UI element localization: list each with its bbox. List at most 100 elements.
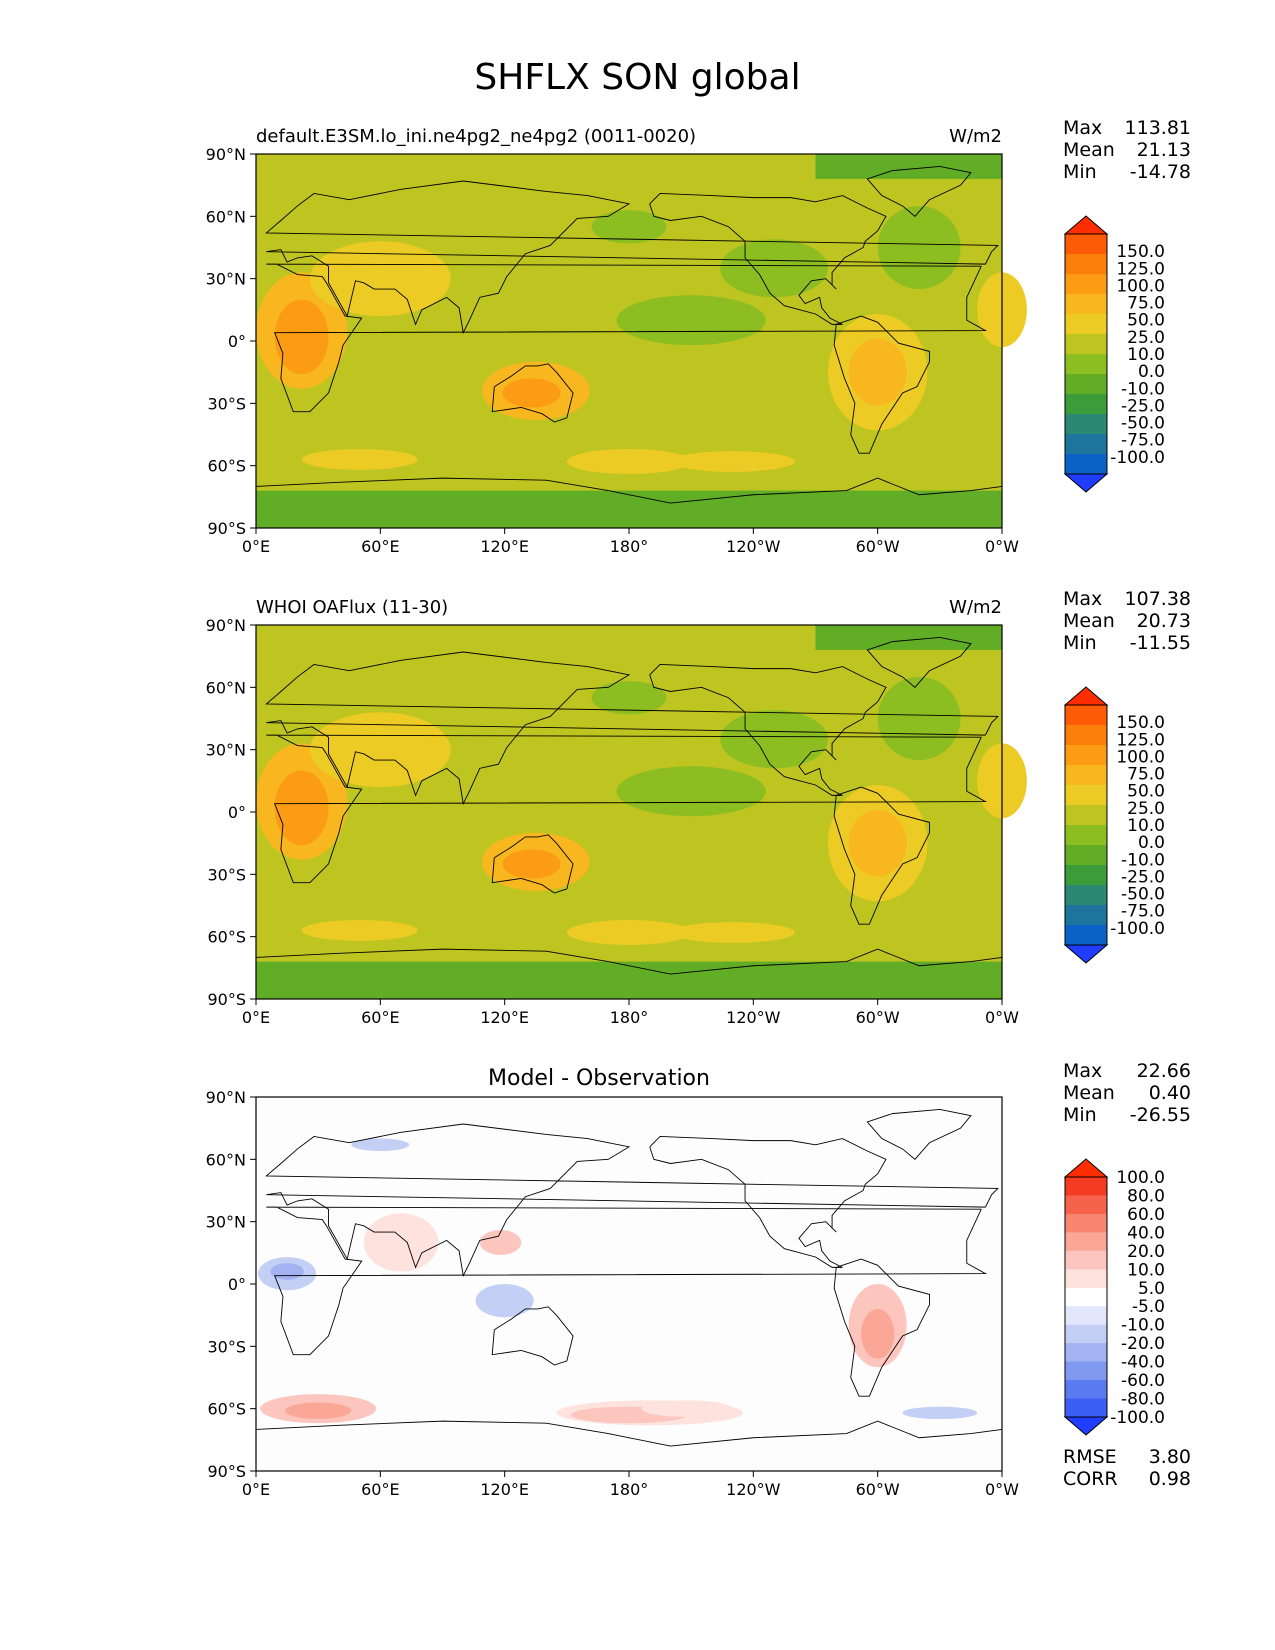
colorbar-band [1065, 1195, 1107, 1215]
colorbar-frame [1064, 704, 1108, 946]
field-patch [274, 770, 329, 846]
colorbar-tick-label: -75.0 [1121, 431, 1165, 451]
colorbar-tick-label: 75.0 [1127, 294, 1165, 314]
lon-tick-label: 180° [610, 537, 649, 556]
colorbar-band [1065, 1361, 1107, 1381]
stat-label-min: Min [1063, 161, 1097, 183]
field-patch [720, 710, 828, 769]
panel-title: default.E3SM.lo_ini.ne4pg2_ne4pg2 (0011-… [256, 126, 696, 147]
field-patch [861, 1308, 895, 1359]
field-patch [274, 299, 329, 375]
colorbar-band [1065, 1324, 1107, 1344]
colorbar-tick-label: 150.0 [1116, 713, 1165, 733]
colorbar-extend-top [1063, 686, 1109, 706]
colorbar-band [1065, 825, 1107, 846]
colorbar-band [1065, 745, 1107, 766]
colorbar-tick-label: 50.0 [1127, 311, 1165, 331]
panel-units: W/m2 [949, 597, 1002, 618]
coastline [649, 1136, 887, 1268]
colorbar-extend-top [1063, 215, 1109, 235]
lat-tick-label: 60°S [207, 1400, 246, 1419]
stat-label-max: Max [1063, 588, 1102, 610]
coastline [866, 637, 972, 688]
lat-tick-label: 60°S [207, 928, 246, 947]
colorbar-band [1065, 454, 1107, 475]
colorbar-tick-label: 25.0 [1127, 328, 1165, 348]
stat-value-min: -11.55 [1130, 632, 1191, 654]
lon-tick-label: 60°E [361, 1008, 399, 1027]
polar-band-north [815, 625, 1002, 650]
colorbar-band [1065, 865, 1107, 886]
stat-value-max: 107.38 [1125, 588, 1191, 610]
colorbar-tick-label: 25.0 [1127, 799, 1165, 819]
field-patch [848, 809, 907, 877]
colorbar-band [1065, 254, 1107, 275]
lat-tick-label: 60°S [207, 457, 246, 476]
colorbar-tick-label: 10.0 [1127, 816, 1165, 836]
field-patch [479, 1229, 522, 1255]
coastline [255, 477, 1003, 504]
coastline [491, 1306, 574, 1366]
panel-1: 0°E 60°E 120°E 180° 120°W 60°W 0°W 90°N 60°N 30°N… [206, 117, 1191, 556]
stat-label-mean: Mean [1063, 1082, 1115, 1104]
lat-tick-label: 30°S [207, 394, 246, 413]
coastline [649, 193, 887, 325]
polar-band-north [815, 154, 1002, 179]
field-patch [363, 1213, 439, 1272]
lat-tick-label: 0° [228, 1275, 246, 1294]
coastline [255, 1420, 1003, 1447]
coastline [255, 948, 1003, 975]
lat-tick-label: 90°S [207, 1462, 246, 1481]
colorbar-band [1065, 1232, 1107, 1252]
stat-value-corr: 0.98 [1149, 1468, 1191, 1490]
lat-tick-label: 60°N [206, 1150, 246, 1169]
panel-title: WHOI OAFlux (11-30) [256, 597, 448, 618]
colorbar-tick-label: 50.0 [1127, 782, 1165, 802]
colorbar-tick-label: 100.0 [1116, 276, 1165, 296]
colorbar-band [1065, 1398, 1107, 1418]
lat-tick-label: 90°S [207, 519, 246, 538]
field-patch [309, 241, 451, 317]
colorbar-band [1065, 845, 1107, 866]
stat-value-mean: 0.40 [1149, 1082, 1191, 1104]
colorbar-band [1065, 925, 1107, 946]
field-patch [475, 1284, 534, 1318]
polar-band-south [256, 961, 1002, 999]
lat-tick-label: 90°N [206, 616, 246, 635]
colorbar-band [1065, 394, 1107, 415]
coastline [833, 786, 930, 925]
colorbar-tick-label: 80.0 [1127, 1186, 1165, 1206]
colorbar-band [1065, 705, 1107, 726]
lon-tick-label: 60°E [361, 537, 399, 556]
colorbar-tick-label: -10.0 [1121, 850, 1165, 870]
field-patch [616, 766, 766, 817]
colorbar-extend-top [1063, 1158, 1109, 1178]
colorbar-tick-label: 125.0 [1116, 259, 1165, 279]
colorbar-tick-label: -100.0 [1110, 448, 1165, 468]
polar-band-south [256, 490, 1002, 528]
field-patch [301, 449, 418, 470]
lat-tick-label: 30°S [207, 865, 246, 884]
stat-label-min: Min [1063, 1104, 1097, 1126]
colorbar-tick-label: -60.0 [1121, 1371, 1165, 1391]
colorbar-extend-bottom [1063, 944, 1109, 964]
colorbar-band [1065, 314, 1107, 335]
lon-tick-label: 120°W [726, 1480, 781, 1499]
lat-tick-label: 90°N [206, 1088, 246, 1107]
stat-value-max: 113.81 [1125, 117, 1191, 139]
panel-units: W/m2 [949, 126, 1002, 147]
field-patch [502, 378, 561, 408]
colorbar-tick-label: 0.0 [1138, 833, 1165, 853]
colorbar-band [1065, 785, 1107, 806]
coastline [866, 1109, 972, 1160]
stat-label-corr: CORR [1063, 1468, 1118, 1490]
coastline [833, 315, 930, 454]
colorbar-band [1065, 725, 1107, 746]
lat-tick-label: 0° [228, 803, 246, 822]
colorbar-tick-label: -80.0 [1121, 1390, 1165, 1410]
coastline [266, 1206, 988, 1356]
stat-value-min: -26.55 [1130, 1104, 1191, 1126]
stat-value-mean: 21.13 [1137, 139, 1191, 161]
coastline [649, 664, 887, 796]
